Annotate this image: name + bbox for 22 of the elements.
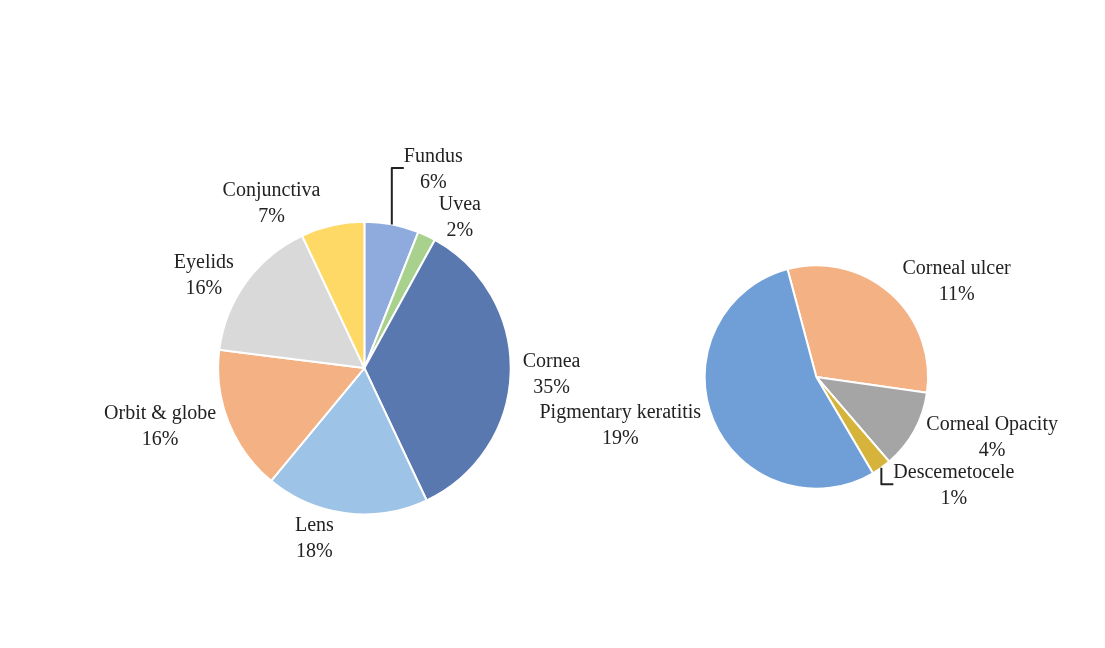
slice-label: Cornea: [522, 348, 581, 371]
data-label: 4%: [978, 438, 1006, 461]
data-label: 16%: [185, 275, 223, 298]
data-label: 11%: [938, 281, 975, 304]
slice-label: Uvea: [438, 192, 482, 215]
data-label: 1%: [940, 486, 968, 509]
slice-label: Conjunctiva: [222, 178, 321, 202]
data-label: 18%: [296, 538, 333, 561]
data-label: 7%: [258, 204, 285, 227]
slice-label: Lens: [294, 512, 335, 535]
data-label: 16%: [141, 427, 179, 450]
data-label: 6%: [419, 170, 447, 193]
slice-label: Eyelids: [173, 249, 235, 273]
data-label: 35%: [533, 374, 570, 397]
slice-label: Orbit & globe: [104, 401, 217, 425]
slice-label: Fundus: [403, 144, 463, 167]
slice-label: Descemetocele: [893, 460, 1015, 483]
slice-label: Pigmentary keratitis: [539, 399, 702, 423]
data-label: 19%: [601, 425, 639, 448]
slice-label: Corneal ulcer: [902, 255, 1012, 278]
data-label: 2%: [446, 218, 474, 241]
slice-label: Corneal Opacity: [926, 412, 1058, 436]
